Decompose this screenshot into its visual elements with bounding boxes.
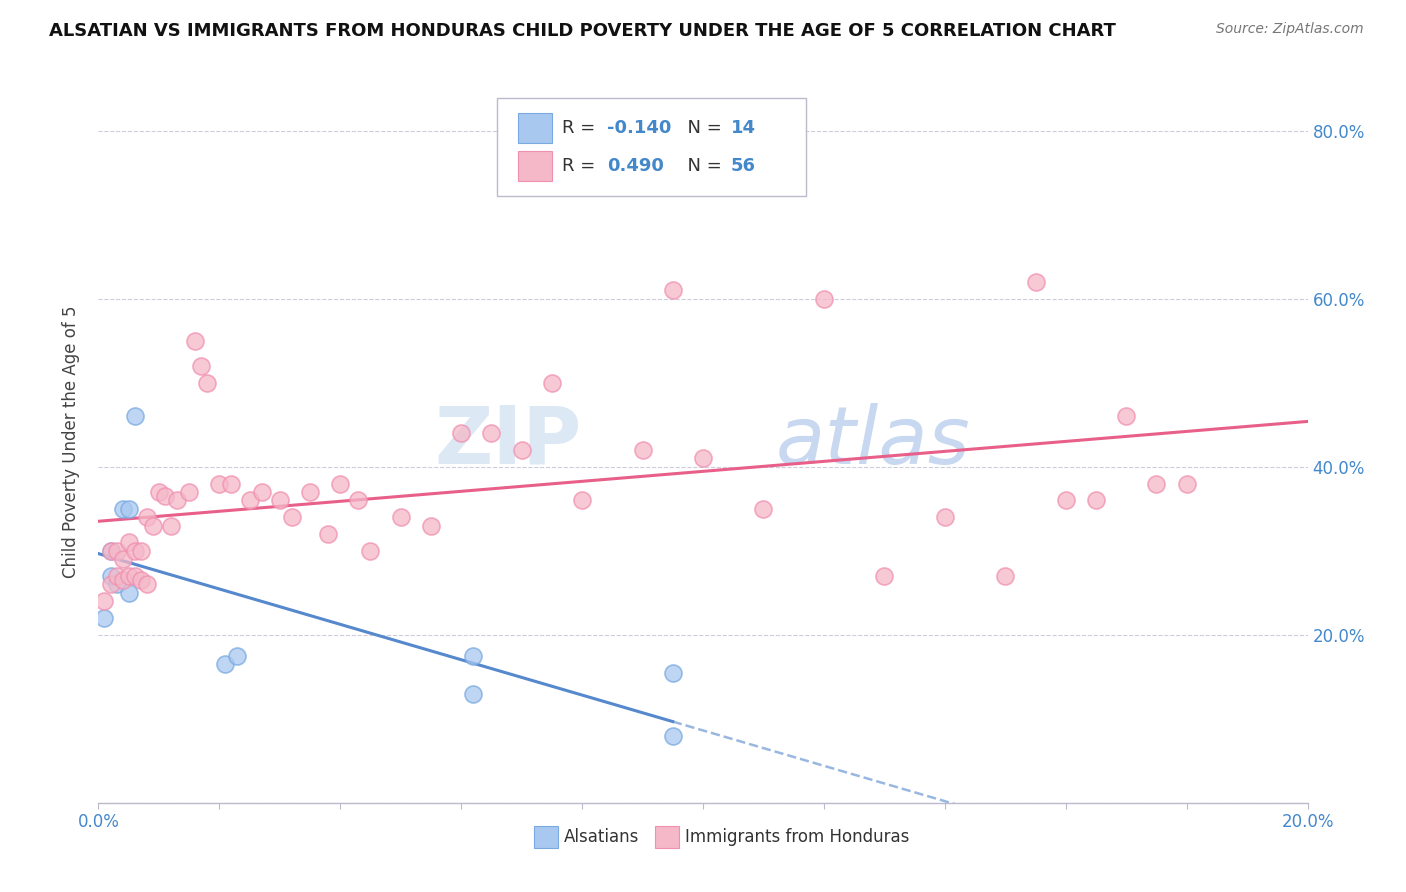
Point xyxy=(239,493,262,508)
Point xyxy=(124,409,146,424)
Point xyxy=(1144,476,1167,491)
Point xyxy=(118,501,141,516)
Point xyxy=(463,648,485,663)
Point xyxy=(1054,493,1077,508)
Text: Source: ZipAtlas.com: Source: ZipAtlas.com xyxy=(1216,22,1364,37)
Point xyxy=(661,729,683,743)
Text: N =: N = xyxy=(676,119,728,137)
Text: ZIP: ZIP xyxy=(434,402,582,481)
Point xyxy=(93,594,115,608)
Point xyxy=(661,665,683,680)
Text: ALSATIAN VS IMMIGRANTS FROM HONDURAS CHILD POVERTY UNDER THE AGE OF 5 CORRELATIO: ALSATIAN VS IMMIGRANTS FROM HONDURAS CHI… xyxy=(49,22,1116,40)
Point xyxy=(105,543,128,558)
Point xyxy=(208,476,231,491)
Point xyxy=(100,543,122,558)
Point xyxy=(105,569,128,583)
Point xyxy=(250,485,273,500)
Point xyxy=(934,510,956,524)
Point xyxy=(994,569,1017,583)
Point xyxy=(105,577,128,591)
Text: R =: R = xyxy=(561,157,600,175)
Bar xyxy=(534,826,558,847)
Point xyxy=(129,573,152,587)
Point xyxy=(450,426,472,441)
Point xyxy=(269,493,291,508)
Point xyxy=(160,518,183,533)
Bar xyxy=(517,112,553,143)
FancyBboxPatch shape xyxy=(498,98,806,196)
Point xyxy=(214,657,236,672)
Point xyxy=(463,687,485,701)
Point xyxy=(813,292,835,306)
Point xyxy=(299,485,322,500)
Bar xyxy=(655,826,679,847)
Text: atlas: atlas xyxy=(776,402,970,481)
Point xyxy=(148,485,170,500)
Point xyxy=(692,451,714,466)
Point xyxy=(118,569,141,583)
Point xyxy=(124,543,146,558)
Point xyxy=(316,527,339,541)
Point xyxy=(100,577,122,591)
Point xyxy=(195,376,218,390)
Point xyxy=(1024,275,1046,289)
Point xyxy=(329,476,352,491)
Point xyxy=(93,611,115,625)
Point xyxy=(420,518,443,533)
Point xyxy=(1115,409,1137,424)
Y-axis label: Child Poverty Under the Age of 5: Child Poverty Under the Age of 5 xyxy=(62,305,80,578)
Point xyxy=(221,476,243,491)
Point xyxy=(347,493,370,508)
Point xyxy=(166,493,188,508)
Text: 0.490: 0.490 xyxy=(607,157,665,175)
Text: -0.140: -0.140 xyxy=(607,119,672,137)
Point xyxy=(1085,493,1108,508)
Point xyxy=(118,586,141,600)
Point xyxy=(752,501,775,516)
Point xyxy=(129,543,152,558)
Text: R =: R = xyxy=(561,119,600,137)
Point xyxy=(631,442,654,457)
Text: 14: 14 xyxy=(731,119,756,137)
Point xyxy=(661,283,683,297)
Point xyxy=(389,510,412,524)
Point xyxy=(142,518,165,533)
Bar xyxy=(517,151,553,181)
Point xyxy=(111,501,134,516)
Point xyxy=(1175,476,1198,491)
Point xyxy=(571,493,593,508)
Text: Alsatians: Alsatians xyxy=(564,828,640,846)
Point xyxy=(135,577,157,591)
Point xyxy=(111,573,134,587)
Point xyxy=(510,442,533,457)
Point xyxy=(124,569,146,583)
Point xyxy=(100,569,122,583)
Point xyxy=(226,648,249,663)
Text: N =: N = xyxy=(676,157,728,175)
Point xyxy=(360,543,382,558)
Point xyxy=(184,334,207,348)
Point xyxy=(179,485,201,500)
Text: Immigrants from Honduras: Immigrants from Honduras xyxy=(685,828,910,846)
Text: 56: 56 xyxy=(731,157,756,175)
Point xyxy=(153,489,176,503)
Point xyxy=(118,535,141,549)
Point xyxy=(540,376,562,390)
Point xyxy=(111,552,134,566)
Point xyxy=(281,510,304,524)
Point xyxy=(135,510,157,524)
Point xyxy=(481,426,503,441)
Point xyxy=(873,569,896,583)
Point xyxy=(190,359,212,373)
Point xyxy=(100,543,122,558)
